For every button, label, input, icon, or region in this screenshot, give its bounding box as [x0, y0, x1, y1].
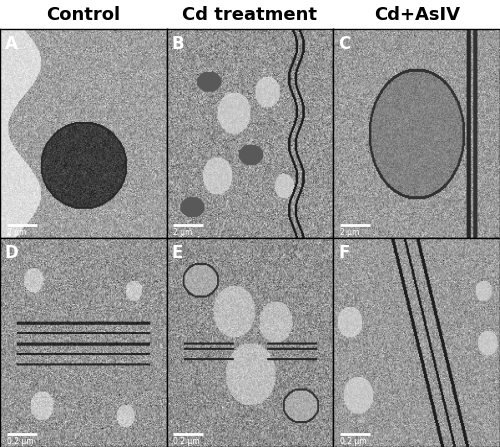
- Text: Control: Control: [46, 5, 120, 24]
- Text: 2 μm: 2 μm: [6, 228, 26, 236]
- Text: B: B: [172, 35, 184, 53]
- Text: C: C: [338, 35, 350, 53]
- Text: 0.2 μm: 0.2 μm: [174, 437, 200, 446]
- Text: D: D: [5, 245, 19, 262]
- Text: Cd treatment: Cd treatment: [182, 5, 318, 24]
- Text: 0.2 μm: 0.2 μm: [340, 437, 366, 446]
- Text: 2 μm: 2 μm: [174, 228, 193, 236]
- Text: F: F: [338, 245, 349, 262]
- Text: Cd+AsIV: Cd+AsIV: [374, 5, 460, 24]
- Text: E: E: [172, 245, 183, 262]
- Text: 2 μm: 2 μm: [340, 228, 359, 236]
- Text: 0.2 μm: 0.2 μm: [6, 437, 34, 446]
- Text: A: A: [5, 35, 18, 53]
